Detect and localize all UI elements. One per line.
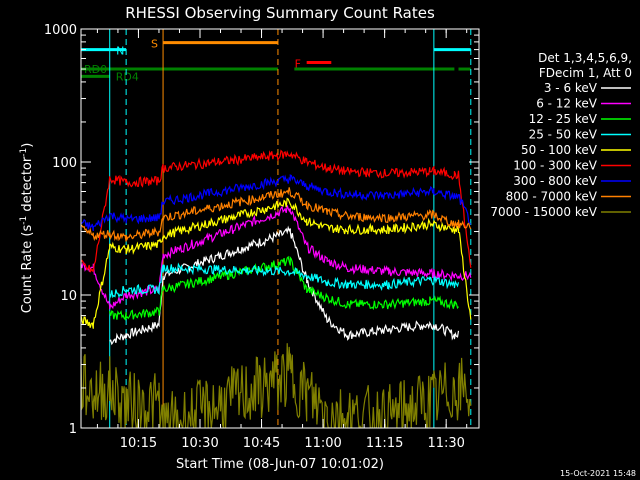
x-tick-label: 11:00 [304,436,341,451]
series-line-7000-15000-kev [81,343,472,428]
legend-label-12-25-kev: 12 - 25 keV [529,112,598,126]
legend-label-100-300-kev: 100 - 300 keV [513,159,597,173]
legend-label-7000-15000-kev: 7000 - 15000 keV [490,205,597,219]
series-line-100-300-kev [81,149,472,273]
y-tick-label: 10 [60,289,77,304]
series-line-300-800-kev [81,174,472,231]
y-axis-label-part1: Count Rate (s [20,225,35,314]
series-line-50-100-kev [81,197,472,329]
x-tick-label: 10:45 [243,436,280,451]
y-axis-label-part3: ) [20,143,35,148]
x-tick-label: 11:30 [427,436,464,451]
series-line-12-25-kev [109,255,459,321]
count-rate-series [81,149,472,428]
x-axis-label: Start Time (08-Jun-07 10:01:02) [176,457,384,472]
legend-label-50-100-kev: 50 - 100 keV [521,143,598,157]
flag-label-rd4: RD4 [116,70,139,83]
legend-label-6-12-kev: 6 - 12 keV [536,97,598,111]
legend-label-800-7000-kev: 800 - 7000 keV [506,190,598,204]
y-axis-label-sup2: -1 [19,148,29,157]
series-line-25-50-kev [109,262,460,299]
generation-timestamp: 15-Oct-2021 15:48 [560,469,636,478]
legend-header-line-2: FDecim 1, Att 0 [539,66,632,80]
x-tick-label: 11:15 [366,436,403,451]
flag-label-rd0: RD0 [84,63,107,76]
series-line-6-12-kev [81,205,472,310]
x-tick-label: 10:30 [181,436,218,451]
legend-label-25-50-kev: 25 - 50 keV [529,128,598,142]
y-axis-label-part2: detector [20,156,35,216]
series-line-3-6-kev [109,225,460,346]
observing-flags: N S F RD0 RD4 [81,38,471,83]
x-axis: 10:15 10:30 10:45 11:00 11:15 11:30 [96,29,468,451]
y-axis-label-sup1: -1 [19,216,29,225]
series-line-800-7000-kev [81,187,472,242]
legend-label-300-800-kev: 300 - 800 keV [513,174,597,188]
legend-header-line-1: Det 1,3,4,5,6,9, [538,51,632,65]
y-tick-label: 1000 [44,23,77,38]
flag-label-f: F [295,57,301,70]
flag-label-n: N [116,45,124,58]
y-axis: 1 10 100 1000 [44,23,479,437]
x-tick-label: 10:15 [120,436,157,451]
chart-title: RHESSI Observing Summary Count Rates [125,4,435,22]
legend: Det 1,3,4,5,6,9, FDecim 1, Att 0 3 - 6 k… [490,51,632,219]
flag-label-s: S [151,38,158,51]
y-tick-label: 1 [69,422,77,437]
y-tick-label: 100 [52,156,77,171]
y-axis-label: Count Rate (s-1 detector-1) [19,143,35,314]
plot-frame [80,28,480,429]
legend-label-3-6-kev: 3 - 6 keV [544,81,598,95]
